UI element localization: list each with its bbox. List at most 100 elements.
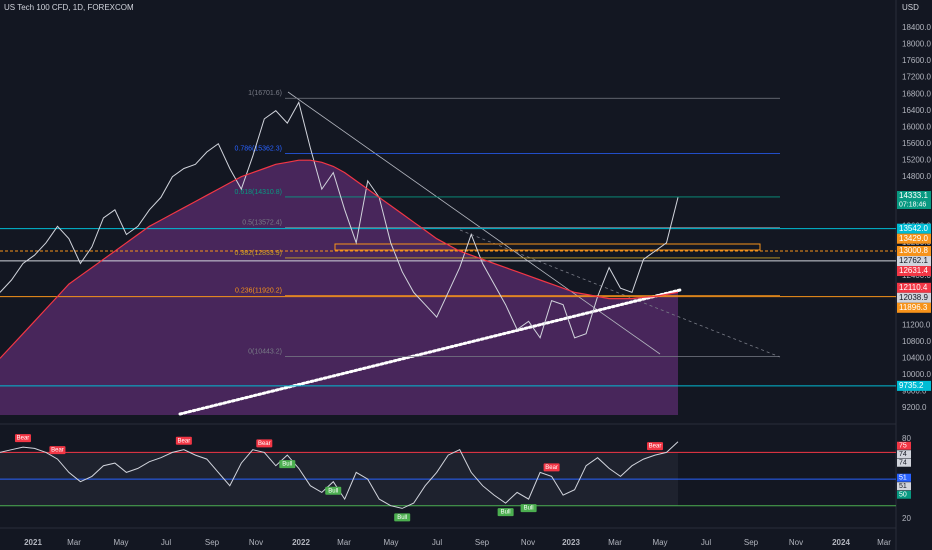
rsi-tag-label: 75 [899, 443, 907, 450]
price-tag [897, 292, 931, 303]
x-tick-label: Nov [249, 538, 263, 547]
x-tick-label: Mar [337, 538, 351, 547]
x-tick-label: Jul [161, 538, 171, 547]
rsi-tag [897, 458, 911, 467]
x-tick-label: Jul [701, 538, 711, 547]
signal-label: Bear [649, 444, 662, 450]
fib-label: 0.5(13572.4) [242, 219, 282, 226]
signal-badge [520, 504, 537, 513]
signal-label: Bull [282, 462, 292, 468]
x-tick-label: May [113, 538, 128, 547]
y-tick-label: 9600.0 [902, 387, 927, 396]
fib-label: 1(16701.6) [248, 90, 282, 97]
dotted-trend [178, 288, 682, 416]
price-tag-label: 11896.3 [899, 303, 928, 312]
y-tick-label: 16800.0 [902, 89, 931, 98]
chart-title: US Tech 100 CFD, 1D, FOREXCOM [4, 3, 134, 12]
countdown-bg [897, 200, 931, 210]
x-tick-label: 2023 [562, 538, 580, 547]
price-tag [897, 266, 931, 277]
x-tick-label: Sep [205, 538, 220, 547]
rsi-tag-label: 50 [899, 492, 907, 499]
back-layer [0, 160, 678, 506]
signal-badge [279, 460, 296, 469]
y-tick-label: 15600.0 [902, 139, 931, 148]
x-tick-label: May [652, 538, 667, 547]
signal-badge [647, 442, 664, 451]
signal-badge [394, 513, 411, 522]
price-tag [897, 191, 931, 202]
price-tag-label: 13429.0 [899, 234, 928, 243]
countdown: 07:18:46 [899, 201, 926, 208]
rsi-tag-label: 74 [899, 460, 907, 467]
rsi-tag [897, 490, 911, 499]
rsi-tag-label: 51 [899, 475, 907, 482]
y-tick-label: 17200.0 [902, 73, 931, 82]
fib-label: 0.786(15362.3) [235, 145, 282, 152]
signal-badge [49, 446, 66, 455]
y-tick-label: 10400.0 [902, 354, 931, 363]
price-tag [897, 223, 931, 234]
y-tick-label: 18000.0 [902, 40, 931, 49]
y-tick-label: 16000.0 [902, 122, 931, 131]
price-tag-label: 13000.8 [899, 246, 928, 255]
price-tag-label: 12038.9 [899, 293, 928, 302]
fib-label: 0.382(12833.9) [235, 250, 282, 257]
rsi-tag-label: 74 [899, 451, 907, 458]
x-tick-label: Nov [789, 538, 803, 547]
price-tag [897, 233, 931, 244]
signal-badge [256, 439, 273, 448]
fib-label: 0.618(14310.8) [235, 189, 282, 196]
rsi-tag [897, 473, 911, 482]
y-tick-label: 18400.0 [902, 23, 931, 32]
price-tag-label: 12631.4 [899, 266, 928, 275]
signal-label: Bull [328, 488, 338, 494]
price-line [0, 101, 679, 339]
price-tag-label: 14333.1 [899, 191, 928, 200]
price-tag-label: 12110.4 [899, 283, 928, 292]
signal-badge [14, 434, 31, 443]
y-tick-label: 11200.0 [902, 321, 931, 330]
x-tick-label: Jul [432, 538, 442, 547]
rsi-tag [897, 441, 911, 450]
y-tick-label: 17600.0 [902, 56, 931, 65]
x-tick-label: 2024 [832, 538, 850, 547]
x-tick-label: Nov [521, 538, 535, 547]
y-tick-label: 15200.0 [902, 155, 931, 164]
price-tag-label: 13542.0 [899, 224, 928, 233]
rsi-tag-label: 51 [899, 483, 907, 490]
x-tick-label: Mar [608, 538, 622, 547]
signal-label: Bull [501, 510, 511, 516]
signal-label: Bear [178, 438, 191, 444]
x-tick-label: 2022 [292, 538, 310, 547]
rsi-tick-label: 80 [902, 434, 911, 443]
fib-label: 0.236(11920.2) [235, 287, 282, 294]
y-tick-label: 16400.0 [902, 106, 931, 115]
x-tick-label: 2021 [24, 538, 42, 547]
moving-average [0, 159, 679, 359]
x-tick-label: May [383, 538, 398, 547]
x-tick-label: Mar [67, 538, 81, 547]
price-tag-label: 12762.1 [899, 256, 928, 265]
y-tick-label: 14800.0 [902, 172, 931, 181]
x-tick-label: Sep [475, 538, 490, 547]
price-tag [897, 302, 931, 313]
signal-badge [325, 486, 342, 495]
signal-badge [497, 508, 514, 517]
price-tag [897, 246, 931, 257]
x-tick-label: Sep [744, 538, 759, 547]
signal-label: Bull [524, 506, 534, 512]
zone-box [334, 243, 761, 251]
rsi-tick-label: 20 [902, 514, 911, 523]
price-tag-label: 9735.2 [899, 381, 924, 390]
y-tick-label: 9200.0 [902, 403, 927, 412]
signal-label: Bear [51, 448, 64, 454]
rsi-tag [897, 450, 911, 459]
price-tag [897, 380, 931, 391]
price-tag [897, 282, 931, 293]
x-tick-label: Mar [877, 538, 891, 547]
signal-badge [175, 436, 192, 445]
y-tick-label: 10800.0 [902, 337, 931, 346]
fib-label: 0(10443.2) [248, 348, 282, 355]
